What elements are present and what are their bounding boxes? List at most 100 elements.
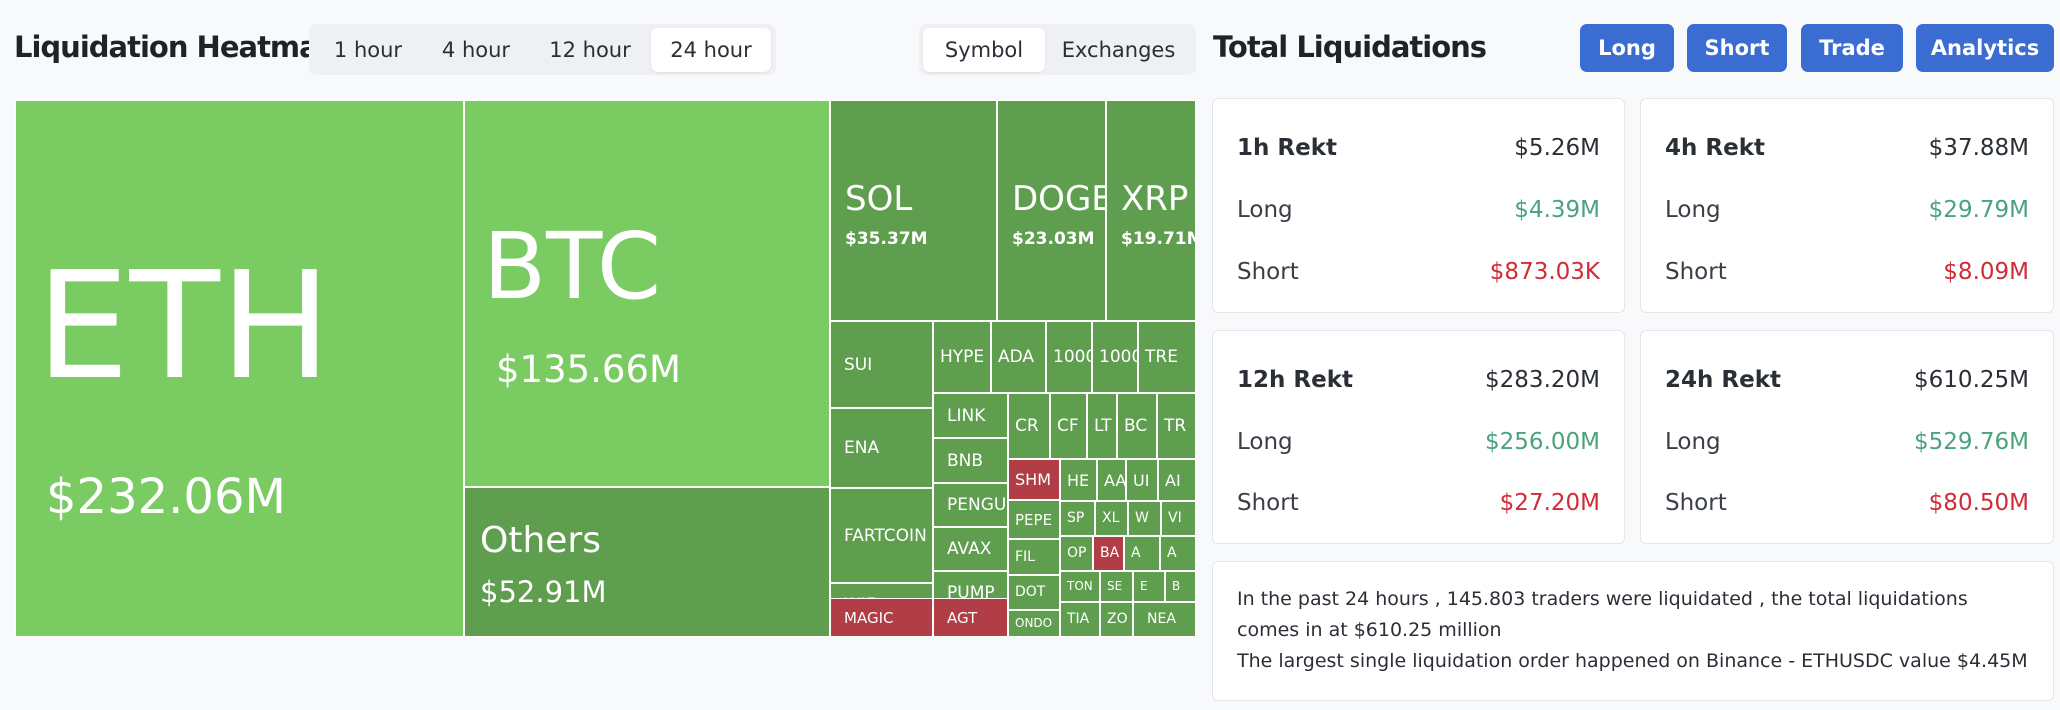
period-label: 24h Rekt xyxy=(1665,367,1781,393)
treemap-tile-ai[interactable]: AI xyxy=(1158,459,1196,501)
summary-line-2: The largest single liquidation order hap… xyxy=(1237,650,2028,672)
treemap-tile-shm[interactable]: SHM xyxy=(1008,459,1060,500)
tab-1-hour[interactable]: 1 hour xyxy=(333,37,403,62)
tile-symbol: B xyxy=(1172,579,1181,593)
treemap-tile-others[interactable]: Others $52.91M xyxy=(464,487,830,637)
treemap-tile-he[interactable]: HE xyxy=(1060,459,1097,501)
summary-line-1: In the past 24 hours , 145.803 traders w… xyxy=(1237,588,1968,641)
treemap-tile-magic[interactable]: MAGIC xyxy=(830,598,933,637)
tile-symbol: FARTCOIN xyxy=(844,526,927,546)
treemap-tile-xrp[interactable]: XRP $19.71M xyxy=(1106,100,1196,321)
long-label: Long xyxy=(1665,429,1721,455)
tile-symbol: PEPE xyxy=(1015,511,1053,529)
trade-button[interactable]: Trade xyxy=(1801,24,1903,72)
tab-symbol[interactable]: Symbol xyxy=(923,27,1045,72)
treemap-tile-agt[interactable]: AGT xyxy=(933,598,1008,637)
total-value: $610.25M xyxy=(1914,367,2029,393)
long-button[interactable]: Long xyxy=(1580,24,1674,72)
analytics-button[interactable]: Analytics xyxy=(1916,24,2054,72)
short-value: $27.20M xyxy=(1499,490,1600,516)
treemap-tile-hype[interactable]: HYPE xyxy=(933,321,991,393)
tile-symbol: CF xyxy=(1057,416,1079,436)
treemap-tile-doge[interactable]: DOGE $23.03M xyxy=(997,100,1106,321)
tile-symbol: TRE xyxy=(1145,347,1178,367)
tile-symbol: TR xyxy=(1164,416,1187,436)
treemap-tile-b[interactable]: B xyxy=(1165,571,1196,602)
treemap-tile-ena[interactable]: ENA xyxy=(830,408,933,488)
treemap-tile-ba[interactable]: BA xyxy=(1093,536,1124,571)
treemap-tile-a[interactable]: A xyxy=(1160,536,1196,571)
tile-symbol: ZO xyxy=(1107,611,1128,627)
tab-24-hour[interactable]: 24 hour xyxy=(651,27,771,72)
tile-symbol: AVAX xyxy=(947,539,992,559)
long-value: $256.00M xyxy=(1485,429,1600,455)
treemap-tile-bc[interactable]: BC xyxy=(1117,393,1157,459)
treemap-tile-sp[interactable]: SP xyxy=(1060,501,1095,536)
long-value: $529.76M xyxy=(1914,429,2029,455)
treemap-tile-ada[interactable]: ADA xyxy=(991,321,1046,393)
long-value: $29.79M xyxy=(1928,197,2029,223)
treemap-tile-e[interactable]: E xyxy=(1133,571,1165,602)
rekt-card-4h: 4h Rekt $37.88M Long $29.79M Short $8.09M xyxy=(1640,98,2054,313)
treemap-tile-w[interactable]: W xyxy=(1128,501,1161,536)
short-button[interactable]: Short xyxy=(1687,24,1787,72)
treemap-tile-btc[interactable]: BTC $135.66M xyxy=(464,100,830,487)
short-value: $873.03K xyxy=(1489,259,1600,285)
tile-value: $232.06M xyxy=(46,469,286,525)
treemap-tile-tia[interactable]: TIA xyxy=(1060,602,1100,637)
treemap-tile-avax[interactable]: AVAX xyxy=(933,527,1008,571)
tile-symbol: HE xyxy=(1067,471,1090,490)
treemap-tile-a[interactable]: A xyxy=(1124,536,1160,571)
tile-symbol: XRP xyxy=(1121,179,1189,219)
period-label: 4h Rekt xyxy=(1665,135,1765,161)
tile-symbol: OP xyxy=(1067,545,1087,561)
treemap-tile-sui[interactable]: SUI xyxy=(830,321,933,408)
treemap-tile-pepe[interactable]: PEPE xyxy=(1008,500,1060,539)
treemap-tile-cr[interactable]: CR xyxy=(1008,393,1050,459)
tile-symbol: UI xyxy=(1133,471,1150,490)
treemap-tile-ton[interactable]: TON xyxy=(1060,571,1100,602)
tile-symbol: ADA xyxy=(998,347,1035,367)
tile-symbol: E xyxy=(1140,579,1148,593)
treemap-tile-fartcoin[interactable]: FARTCOIN xyxy=(830,488,933,583)
long-label: Long xyxy=(1665,197,1721,223)
treemap-tile-op[interactable]: OP xyxy=(1060,536,1093,571)
tab-12-hour[interactable]: 12 hour xyxy=(549,37,631,62)
period-label: 12h Rekt xyxy=(1237,367,1353,393)
treemap-tile-sol[interactable]: SOL $35.37M xyxy=(830,100,997,321)
treemap-tile-tre[interactable]: TRE xyxy=(1138,321,1196,393)
tile-value: $52.91M xyxy=(480,575,607,609)
short-value: $80.50M xyxy=(1928,490,2029,516)
tile-symbol: 1000 xyxy=(1053,347,1092,367)
treemap-tile-ondo[interactable]: ONDO xyxy=(1008,610,1060,637)
treemap-tile-vi[interactable]: VI xyxy=(1161,501,1196,536)
tile-symbol: HYPE xyxy=(940,347,985,367)
rekt-card-24h: 24h Rekt $610.25M Long $529.76M Short $80.5… xyxy=(1640,330,2054,544)
treemap-tile-lt[interactable]: LT xyxy=(1087,393,1117,459)
total-liquidations-title: Total Liquidations xyxy=(1213,30,1487,64)
heatmap-title: Liquidation Heatmap xyxy=(14,30,338,64)
tile-symbol: DOT xyxy=(1015,584,1046,600)
treemap-tile-fil[interactable]: FIL xyxy=(1008,539,1060,575)
treemap-tile-1000[interactable]: 1000 xyxy=(1046,321,1092,393)
treemap-tile-ui[interactable]: UI xyxy=(1126,459,1158,501)
treemap-tile-zo[interactable]: ZO xyxy=(1100,602,1133,637)
treemap-tile-eth[interactable]: ETH $232.06M xyxy=(15,100,464,637)
tile-symbol: A xyxy=(1167,545,1177,561)
treemap-tile-bnb[interactable]: BNB xyxy=(933,438,1008,483)
treemap-tile-se[interactable]: SE xyxy=(1100,571,1133,602)
tab-4-hour[interactable]: 4 hour xyxy=(441,37,511,62)
tile-symbol: 1000 xyxy=(1099,347,1138,367)
treemap-tile-aa[interactable]: AA xyxy=(1097,459,1126,501)
treemap-tile-dot[interactable]: DOT xyxy=(1008,575,1060,610)
treemap-tile-xl[interactable]: XL xyxy=(1095,501,1128,536)
treemap-tile-nea[interactable]: NEA xyxy=(1133,602,1196,637)
treemap-tile-pengu[interactable]: PENGU xyxy=(933,483,1008,527)
treemap-tile-cf[interactable]: CF xyxy=(1050,393,1087,459)
tile-value: $23.03M xyxy=(1012,229,1095,249)
treemap-tile-tr[interactable]: TR xyxy=(1157,393,1196,459)
treemap-tile-link[interactable]: LINK xyxy=(933,393,1008,438)
tab-exchanges[interactable]: Exchanges xyxy=(1061,37,1176,62)
treemap-tile-1000[interactable]: 1000 xyxy=(1092,321,1138,393)
tile-symbol: A xyxy=(1131,545,1141,561)
